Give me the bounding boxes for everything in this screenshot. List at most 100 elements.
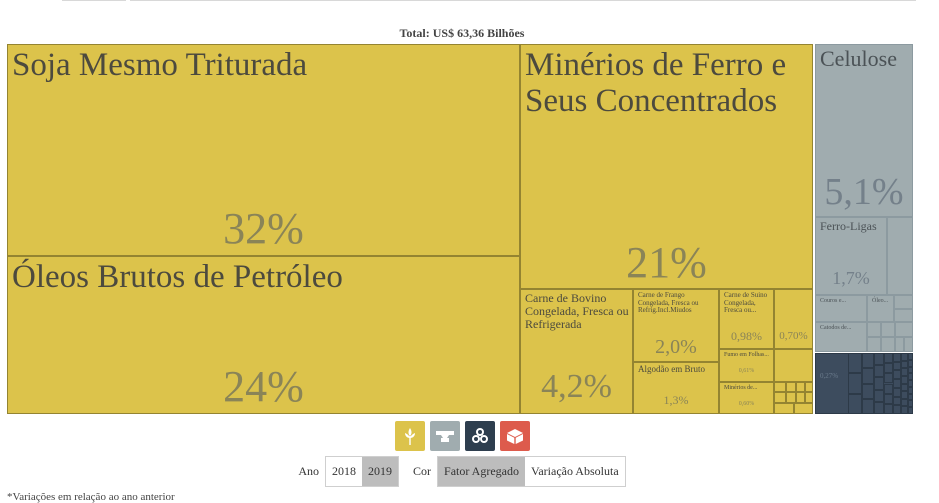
treemap-cell-percent: 0,61% xyxy=(738,368,755,374)
treemap-minor-cell[interactable] xyxy=(901,383,908,392)
treemap-minor-cell[interactable] xyxy=(874,401,884,414)
treemap-minor-cell[interactable] xyxy=(848,353,862,374)
treemap-minor-cell[interactable] xyxy=(786,382,796,392)
treemap-cell-label: Carne de Suino Congelada, Fresca ou... xyxy=(724,291,768,315)
treemap-minor-cell[interactable] xyxy=(874,377,884,390)
treemap-minor-cell[interactable] xyxy=(904,337,913,352)
color-option-variacao-absoluta[interactable]: Variação Absoluta xyxy=(525,457,625,486)
year-option-2019[interactable]: 2019 xyxy=(362,457,399,486)
treemap-minor-cell[interactable] xyxy=(862,398,874,414)
treemap-minor-cell[interactable] xyxy=(796,382,805,392)
treemap-cell-couros[interactable]: Couros e... xyxy=(815,295,867,322)
treemap-minor-cell[interactable] xyxy=(796,392,805,403)
treemap-minor-cell[interactable] xyxy=(881,322,895,337)
treemap-minor-cell[interactable] xyxy=(893,370,901,380)
treemap-cell-soja[interactable]: Soja Mesmo Triturada 32% xyxy=(7,44,520,256)
treemap-minor-cell[interactable] xyxy=(894,295,913,309)
box-icon[interactable] xyxy=(500,421,530,451)
treemap-minor-cell[interactable] xyxy=(908,359,913,367)
treemap-minor-cell[interactable] xyxy=(805,382,813,392)
treemap-minor-cell[interactable] xyxy=(774,392,786,403)
treemap-cell-percent: 4,2% xyxy=(541,368,612,405)
box-icon-svg xyxy=(507,429,523,444)
treemap-minor-cell[interactable] xyxy=(884,383,893,394)
treemap-cell-label: Ferro-Ligas xyxy=(820,219,877,233)
treemap-minor-cell[interactable] xyxy=(848,393,862,414)
treemap-minor-cell[interactable] xyxy=(867,337,881,352)
treemap-minor-cell[interactable] xyxy=(908,393,913,401)
year-option-2018[interactable]: 2018 xyxy=(326,457,363,486)
chart-title: Total: US$ 63,36 Bilhões xyxy=(399,26,525,40)
treemap-minor-cell[interactable] xyxy=(908,353,913,360)
treemap-cell-oleos-petroleo[interactable]: Óleos Brutos de Petróleo 24% xyxy=(7,256,520,414)
treemap-cell-percent: 2,0% xyxy=(655,336,697,358)
treemap-cell-label: Catodos de... xyxy=(820,325,852,331)
treemap-minor-cell[interactable] xyxy=(884,373,893,384)
treemap-minor-cell[interactable] xyxy=(774,349,813,382)
wheat-icon[interactable] xyxy=(395,421,425,451)
treemap-minor-cell[interactable] xyxy=(901,391,908,399)
treemap-minor-cell[interactable] xyxy=(908,407,913,414)
treemap-minor-cell[interactable] xyxy=(884,393,893,404)
treemap-minor-cell[interactable] xyxy=(884,353,893,364)
treemap-cell-label: Carne de Frango Congelada, Fresca ou Ref… xyxy=(638,291,699,315)
treemap-minor-cell[interactable] xyxy=(862,353,874,369)
treemap-minor-cell[interactable] xyxy=(901,360,908,369)
treemap-minor-cell[interactable] xyxy=(786,392,796,403)
treemap-cell-oleo[interactable]: Óleo... xyxy=(867,295,894,322)
treemap-minor-cell[interactable] xyxy=(908,366,913,374)
treemap-minor-cell[interactable] xyxy=(908,400,913,408)
treemap-minor-cell[interactable] xyxy=(893,353,901,362)
treemap-minor-cell[interactable] xyxy=(774,382,786,392)
treemap-minor-cell[interactable] xyxy=(887,217,913,295)
treemap-minor-cell[interactable] xyxy=(893,361,901,371)
treemap-cell-fumo[interactable]: Fumo em Folhas... 0,61% xyxy=(719,349,774,382)
treemap-minor-cell[interactable] xyxy=(893,405,901,414)
treemap-minor-cell[interactable] xyxy=(805,392,813,403)
color-option-fator-agregado[interactable]: Fator Agregado xyxy=(438,457,525,486)
treemap-minor-cell[interactable] xyxy=(901,375,908,384)
treemap-minor-cell[interactable] xyxy=(901,368,908,376)
treemap-cell-algodao[interactable]: Algodão em Bruto 1,3% xyxy=(633,362,719,414)
treemap-minor-cell[interactable] xyxy=(848,373,862,394)
treemap-minor-cell[interactable] xyxy=(884,403,893,414)
treemap-minor-cell[interactable] xyxy=(901,398,908,407)
treemap-minor-cell[interactable] xyxy=(874,389,884,402)
treemap-minor-cell[interactable] xyxy=(867,322,881,337)
treemap-minor-cell[interactable] xyxy=(893,396,901,406)
treemap-minor-cell[interactable] xyxy=(901,406,908,414)
treemap-minor-cell[interactable] xyxy=(894,309,913,322)
gears-icon[interactable] xyxy=(465,421,495,451)
treemap-minor-cell[interactable] xyxy=(908,373,913,381)
treemap-minor-cell[interactable] xyxy=(908,386,913,394)
treemap-cell-ferro-ligas[interactable]: Ferro-Ligas 1,7% xyxy=(815,217,887,295)
treemap-minor-cell[interactable] xyxy=(895,322,913,337)
treemap-minor-cell[interactable] xyxy=(794,403,813,414)
treemap-minor-cell[interactable] xyxy=(895,337,904,352)
treemap-minor-cell[interactable] xyxy=(893,387,901,397)
treemap-cell-label: Óleos Brutos de Petróleo xyxy=(12,259,343,295)
treemap-minor-cell[interactable] xyxy=(862,383,874,399)
treemap-minor-cell[interactable] xyxy=(881,337,895,352)
treemap-minor-cell[interactable] xyxy=(774,403,794,414)
treemap-cell-catodos[interactable]: Catodos de... xyxy=(815,322,867,352)
treemap-cell-carne-bovino[interactable]: Carne de Bovino Congelada, Fresca ou Ref… xyxy=(520,289,633,414)
treemap-cell-percent: 1,7% xyxy=(832,268,870,288)
treemap-cell-celulose[interactable]: Celulose 5,1% xyxy=(815,44,913,217)
treemap-minor-cell[interactable] xyxy=(901,353,908,361)
treemap-minor-cell[interactable] xyxy=(874,353,884,366)
treemap-minor-cell[interactable] xyxy=(884,363,893,374)
treemap-minor-cell[interactable] xyxy=(893,379,901,388)
treemap-cell-minerios-de[interactable]: Minérios de... 0,60% xyxy=(719,382,774,414)
anvil-icon[interactable] xyxy=(430,421,460,451)
treemap-minor-cell[interactable] xyxy=(908,380,913,387)
treemap-minor-cell[interactable] xyxy=(874,365,884,378)
treemap-cell-small-070[interactable]: 0,70% xyxy=(774,289,813,349)
treemap-cell-percent: 24% xyxy=(223,362,304,411)
treemap-cell-carne-suino[interactable]: Carne de Suino Congelada, Fresca ou... 0,… xyxy=(719,289,774,349)
treemap-minor-cell[interactable] xyxy=(862,368,874,384)
treemap-cell-minerios-ferro[interactable]: Minérios de Ferro e Seus Concentrados 21% xyxy=(520,44,813,289)
treemap-cell-percent: 21% xyxy=(626,238,707,287)
treemap-cell-carne-frango[interactable]: Carne de Frango Congelada, Fresca ou Ref… xyxy=(633,289,719,362)
treemap-cell-label: Soja Mesmo Triturada xyxy=(12,47,308,83)
